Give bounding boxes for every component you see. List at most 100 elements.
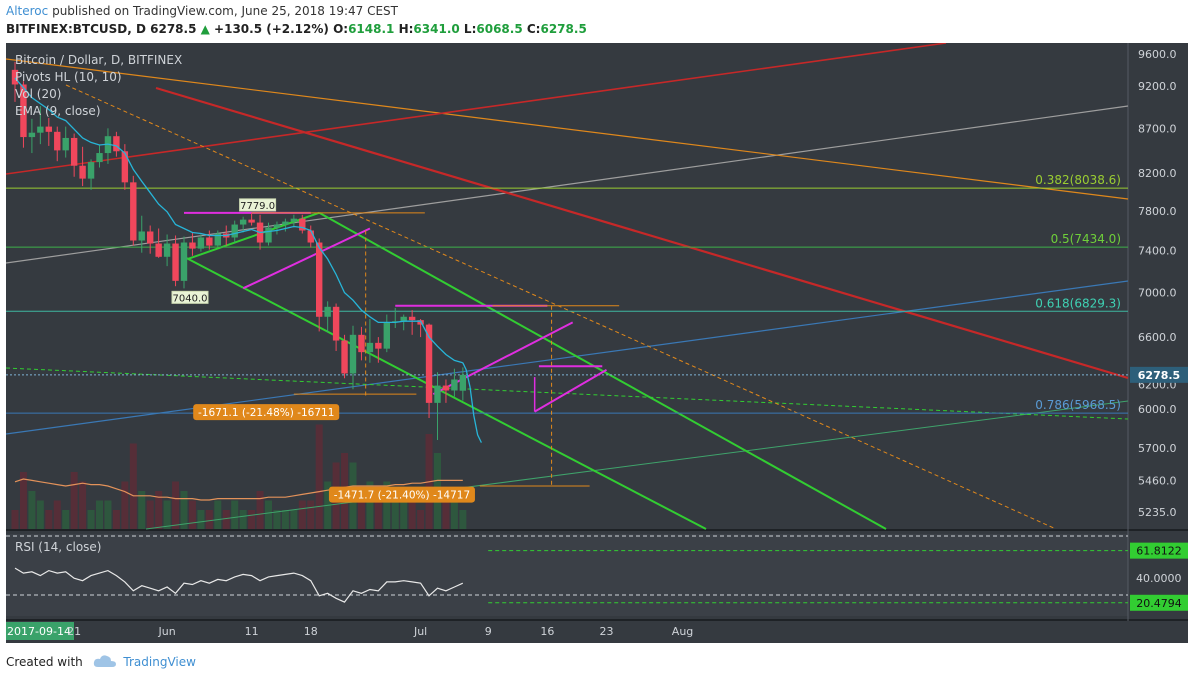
candle-body <box>248 219 255 223</box>
candle-body <box>28 132 36 138</box>
close-value: 6278.5 <box>540 22 587 36</box>
candle-body <box>332 306 340 341</box>
orange-dashed-line <box>65 84 1057 530</box>
price-axis-tick: 5235.0 <box>1138 506 1177 519</box>
red-main-trendline <box>155 86 1129 380</box>
candle-body <box>290 218 298 222</box>
volume-bar <box>265 500 272 529</box>
rsi-pane-bg <box>6 534 1128 616</box>
author-link[interactable]: Alteroc <box>6 4 49 18</box>
volume-bar <box>391 500 399 529</box>
time-axis-tick: 18 <box>304 625 318 638</box>
fib-level-label: 0.618(6829.3) <box>1035 296 1121 310</box>
volume-bar <box>459 510 467 529</box>
candle-body <box>214 233 221 246</box>
measure-label-text: -1671.1 (-21.48%) -16711 <box>198 407 334 419</box>
candle-body <box>341 340 348 374</box>
volume-bar <box>417 510 425 529</box>
tradingview-link[interactable]: TradingView <box>123 655 196 669</box>
close-label: C: <box>526 22 541 36</box>
channel-upper-line <box>318 211 887 530</box>
legend-title[interactable]: Bitcoin / Dollar, D, BITFINEX <box>15 53 183 67</box>
volume-bar <box>374 491 382 529</box>
volume-bar <box>450 500 458 529</box>
volume-bar <box>121 481 129 529</box>
candle-body <box>197 237 205 249</box>
rsi-line <box>14 567 464 603</box>
created-with-text: Created with <box>6 655 83 669</box>
fib-level-label: 0.786(5968.5) <box>1035 398 1121 412</box>
candle-body <box>282 221 289 225</box>
volume-bar <box>298 500 306 529</box>
candle-body <box>113 136 120 152</box>
measure-label-text: -1471.7 (-21.40%) -14717 <box>334 490 470 502</box>
volume-bar <box>383 481 391 529</box>
volume-bar <box>163 500 171 529</box>
candle-body <box>451 379 458 391</box>
candle-body <box>37 126 44 133</box>
volume-bar <box>290 510 298 529</box>
candle-body <box>180 242 188 281</box>
volume-bar <box>239 510 247 529</box>
pattern-line <box>534 369 608 413</box>
last-price-badge <box>1130 366 1188 383</box>
candle-body <box>408 316 416 321</box>
volume-bar <box>231 500 239 529</box>
candle-body <box>459 374 467 391</box>
candle-body <box>96 153 103 163</box>
legend-pivots[interactable]: Pivots HL (10, 10) <box>15 70 122 84</box>
ohlc-line: BITFINEX:BTCUSD, D 6278.5 ▲ +130.5 (+2.1… <box>6 22 587 38</box>
volume-bar <box>146 500 154 529</box>
candle-body <box>265 227 272 243</box>
volume-bar <box>197 510 205 529</box>
price-chart-svg[interactable]: 0.382(8038.6) 0.5(7434.0) 0.618(6829.3) 0.7… <box>6 43 1188 643</box>
candle-body <box>349 334 357 374</box>
volume-bar <box>315 424 323 529</box>
pivot-label: 7779.0 <box>239 198 277 212</box>
symbol-label: BITFINEX:BTCUSD, D <box>6 22 146 36</box>
ema-line-extension <box>462 362 482 443</box>
chart-area[interactable]: 0.382(8038.6) 0.5(7434.0) 0.618(6829.3) 0.7… <box>6 43 1188 643</box>
blue-trendline <box>6 280 1129 435</box>
measure-label: -1671.1 (-21.48%) -16711 <box>193 404 340 421</box>
volume-bar <box>180 491 188 529</box>
up-arrow-icon: ▲ <box>200 22 210 36</box>
candle-body <box>62 137 69 151</box>
candle-body <box>231 224 238 238</box>
candle-body <box>45 126 52 132</box>
rsi-level-badge <box>1130 542 1188 559</box>
publisher-text: published on TradingView.com, June 25, 2… <box>52 4 398 18</box>
tradingview-cloud-icon <box>93 654 117 671</box>
time-axis-tick: 21 <box>67 625 81 638</box>
price-change: +130.5 (+2.12%) <box>214 22 329 36</box>
candle-body <box>130 182 137 241</box>
candle-body <box>11 69 19 85</box>
volume-ma-line <box>14 478 463 501</box>
price-axis-tick: 9600.0 <box>1138 48 1177 61</box>
volume-bar <box>104 500 112 529</box>
legend-ema[interactable]: EMA (9, close) <box>15 104 101 118</box>
volume-bar <box>400 500 408 529</box>
volume-bar <box>87 510 95 529</box>
volume-bar <box>256 491 264 529</box>
time-axis-tick: 11 <box>245 625 259 638</box>
low-label: L: <box>463 22 477 36</box>
pivot-label-text: 7040.0 <box>173 293 208 304</box>
grey-trendline <box>6 105 1129 264</box>
candle-body <box>163 243 171 257</box>
legend-vol[interactable]: Vol (20) <box>15 87 62 101</box>
volume-bar <box>79 481 87 529</box>
time-axis-bg <box>6 621 1188 643</box>
volume-bar <box>172 481 180 529</box>
candles <box>11 61 467 440</box>
fib-level-label: 0.382(8038.6) <box>1035 173 1121 187</box>
legend-rsi[interactable]: RSI (14, close) <box>15 540 102 554</box>
candle-body <box>138 231 145 241</box>
candle-body <box>375 342 382 349</box>
candle-body <box>299 218 306 231</box>
price-axis-tick: 6000.0 <box>1138 403 1177 416</box>
footer: Created with TradingView <box>6 654 196 671</box>
pivot-label: 7040.0 <box>171 290 209 304</box>
candle-body <box>442 385 450 391</box>
pivot-label-box <box>171 290 209 304</box>
